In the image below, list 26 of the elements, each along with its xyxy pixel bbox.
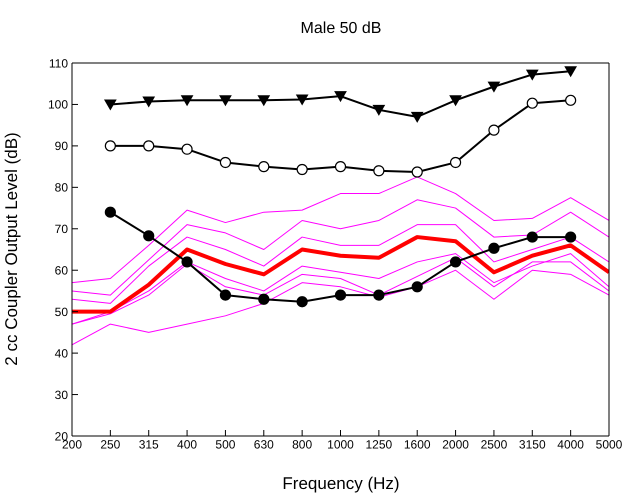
x-tick-label: 315: [138, 438, 160, 452]
y-tick-label: 90: [54, 139, 68, 154]
y-tick-label: 50: [54, 304, 68, 319]
y-tick-label: 80: [54, 180, 68, 195]
y-tick-label: 60: [54, 263, 68, 278]
x-tick-label: 630: [254, 438, 274, 452]
x-tick-label: 3150: [518, 438, 546, 452]
x-axis-title: Frequency (Hz): [281, 474, 401, 494]
x-tick-label: 2500: [480, 438, 508, 452]
x-tick-label: 5000: [596, 438, 623, 452]
x-tick-label: 500: [215, 438, 236, 452]
chart-title: Male 50 dB: [300, 20, 382, 38]
y-tick-label: 40: [54, 346, 68, 360]
x-tick-label: 1600: [404, 438, 431, 452]
x-tick-label: 4000: [557, 438, 584, 452]
x-tick-label: 1000: [327, 438, 354, 452]
x-tick-label: 2000: [442, 438, 470, 452]
x-tick-label: 800: [292, 438, 312, 452]
y-axis-title: 2 cc Coupler Output Level (dB): [2, 132, 22, 366]
y-tick-label: 70: [54, 222, 68, 236]
x-tick-label: 1250: [366, 438, 393, 452]
y-tick-label: 110: [48, 56, 68, 70]
y-tick-label: 100: [48, 98, 68, 112]
y-tick-label: 30: [54, 388, 68, 402]
x-tick-label: 400: [177, 438, 198, 452]
x-tick-label: 250: [100, 438, 121, 452]
